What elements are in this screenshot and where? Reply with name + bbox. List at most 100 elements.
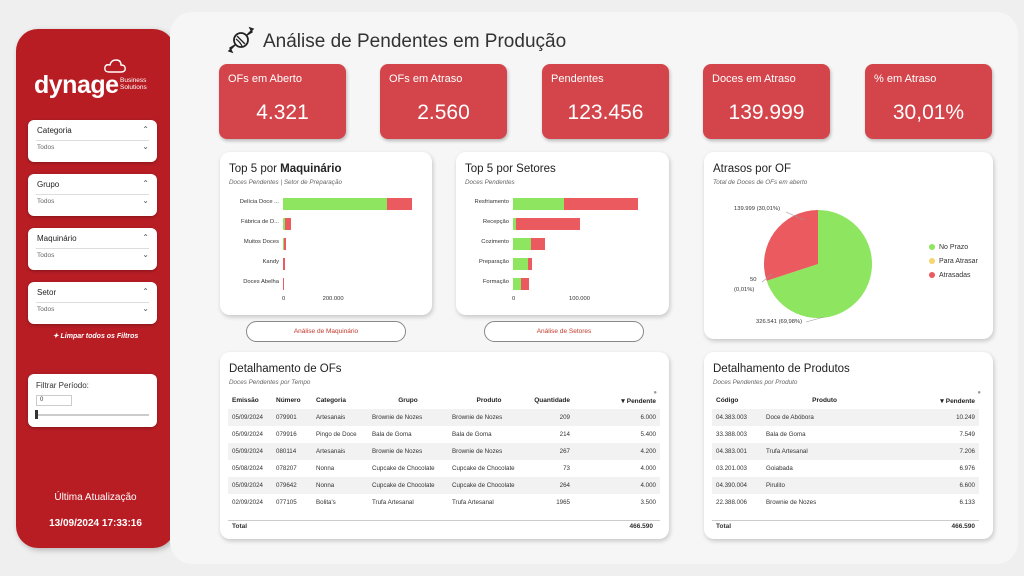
bar-late[interactable]: [285, 218, 292, 230]
table-row[interactable]: 04.383.001 Trufa Artesanal 7.206: [712, 443, 979, 460]
bar-late[interactable]: [564, 198, 639, 210]
table-cell: Bala de Goma: [452, 431, 492, 438]
total-value: 466.590: [629, 523, 654, 530]
atrasos-card: Atrasos por OF Total de Doces de OFs em …: [704, 152, 993, 339]
brand-name: dynage: [34, 71, 119, 99]
more-options-icon[interactable]: ●: [653, 390, 657, 396]
table-cell: Brownie de Nozes: [452, 448, 503, 455]
card-subtitle: Doces Pendentes por Produto: [713, 379, 798, 386]
column-header[interactable]: Número: [276, 397, 301, 404]
table-row[interactable]: 02/09/2024 077105 Bolita's Trufa Artesanal T…: [228, 494, 660, 511]
table-row[interactable]: 05/08/2024 078207 Nonna Cupcake de Chocolat…: [228, 460, 660, 477]
bar-on-time[interactable]: [513, 238, 531, 250]
sort-desc-icon[interactable]: ▾: [621, 397, 627, 405]
chevron-down-icon[interactable]: ⌄: [142, 196, 149, 205]
card-title: Top 5 por Setores: [465, 163, 556, 175]
filter-grupo[interactable]: Grupo ⌃ Todos ⌄: [28, 174, 157, 216]
ofs-table: Emissão Número Categoria Grupo Produto Quanti…: [228, 392, 660, 511]
bar-on-time[interactable]: [283, 218, 286, 230]
period-filter: Filtrar Período: 0: [28, 374, 157, 427]
bar-late[interactable]: [386, 198, 412, 210]
chevron-up-icon[interactable]: ⌃: [142, 233, 149, 242]
sort-desc-icon[interactable]: ▾: [940, 397, 946, 405]
table-row[interactable]: 22.388.006 Brownie de Nozes 6.133: [712, 494, 979, 511]
table-cell: Brownie de Nozes: [766, 499, 817, 506]
bar-late[interactable]: [530, 238, 545, 250]
table-row[interactable]: 05/09/2024 079642 Nonna Cupcake de Chocolat…: [228, 477, 660, 494]
column-header[interactable]: Quantidade: [534, 397, 570, 404]
kpi-ofs-aberto: OFs em Aberto 4.321: [219, 64, 346, 139]
table-row[interactable]: 04.390.004 Pirulito 6.600: [712, 477, 979, 494]
chevron-down-icon[interactable]: ⌄: [142, 250, 149, 259]
column-header[interactable]: ▾ Pendente: [621, 397, 656, 405]
more-options-icon[interactable]: ●: [977, 390, 981, 396]
bar-late[interactable]: [527, 258, 533, 270]
bar-on-time[interactable]: [513, 258, 528, 270]
filter-maquinario[interactable]: Maquinário ⌃ Todos ⌄: [28, 228, 157, 270]
column-header[interactable]: ▾ Pendente: [940, 397, 975, 405]
column-header[interactable]: Grupo: [398, 397, 418, 404]
filter-setor[interactable]: Setor ⌃ Todos ⌄: [28, 282, 157, 324]
chevron-up-icon[interactable]: ⌃: [142, 179, 149, 188]
filter-value: Todos: [37, 306, 55, 313]
filter-label: Setor: [37, 288, 57, 297]
maquinario-analysis-button[interactable]: Análise de Maquinário: [246, 321, 406, 342]
total-label: Total: [716, 523, 732, 530]
table-row[interactable]: 04.383.003 Doce de Abóbora 10.249: [712, 409, 979, 426]
bar-late[interactable]: [516, 218, 580, 230]
table-row[interactable]: 33.388.003 Bala de Goma 7.549: [712, 426, 979, 443]
bar-late[interactable]: [283, 258, 285, 270]
table-cell: Cupcake de Chocolate: [372, 465, 435, 472]
bar-on-time[interactable]: [513, 198, 564, 210]
bar-on-time[interactable]: [283, 198, 387, 210]
period-input[interactable]: 0: [36, 395, 72, 406]
column-header[interactable]: Emissão: [232, 397, 259, 404]
legend-dot: [929, 272, 935, 279]
bar-late[interactable]: [521, 278, 530, 290]
chevron-up-icon[interactable]: ⌃: [142, 287, 149, 296]
column-header[interactable]: Produto: [812, 397, 838, 404]
table-row[interactable]: 05/09/2024 079901 Artesanais Brownie de Noz…: [228, 409, 660, 426]
atrasos-pie-chart: [761, 210, 872, 323]
kpi-value: 2.560: [417, 101, 470, 124]
brand-logo: dynage Business Solutions: [34, 59, 164, 99]
table-cell: 078207: [276, 465, 297, 472]
chevron-down-icon[interactable]: ⌄: [142, 142, 149, 151]
filter-categoria[interactable]: Categoria ⌃ Todos ⌄: [28, 120, 157, 162]
table-row[interactable]: 03.201.003 Goiabada 6.976: [712, 460, 979, 477]
total-label: Total: [232, 523, 248, 530]
legend-item[interactable]: No Prazo: [929, 244, 968, 251]
column-header[interactable]: Código: [716, 397, 739, 404]
candy-icon: [227, 26, 255, 54]
table-cell: 1965: [556, 499, 570, 506]
period-slider-handle[interactable]: [35, 410, 38, 419]
table-cell: 7.549: [959, 431, 975, 438]
pie-slice-para-atrasar[interactable]: [766, 264, 818, 281]
table-cell: 10.249: [956, 414, 975, 421]
chevron-down-icon[interactable]: ⌄: [142, 304, 149, 313]
column-header[interactable]: Produto: [476, 397, 502, 404]
table-row[interactable]: 05/09/2024 079916 Pingo de Doce Bala de Gom…: [228, 426, 660, 443]
bar-late[interactable]: [283, 238, 287, 250]
setores-analysis-button[interactable]: Análise de Setores: [484, 321, 644, 342]
table-row[interactable]: 05/09/2024 080114 Artesanais Brownie de Noz…: [228, 443, 660, 460]
bar-late[interactable]: [283, 278, 285, 290]
table-cell: 079901: [276, 414, 297, 421]
period-slider-track[interactable]: [36, 414, 149, 416]
bar-category-label: Muitos Doces: [243, 239, 279, 245]
chevron-up-icon[interactable]: ⌃: [142, 125, 149, 134]
kpi-value: 139.999: [728, 101, 805, 124]
bar-on-time[interactable]: [513, 278, 522, 290]
pie-slice-atrasadas[interactable]: [764, 210, 818, 281]
legend-item[interactable]: Atrasadas: [929, 272, 971, 279]
legend-item[interactable]: Para Atrasar: [929, 258, 978, 265]
column-header[interactable]: Categoria: [316, 397, 346, 404]
clear-filters-button[interactable]: ✦ Limpar todos os Filtros: [52, 333, 139, 340]
bar-on-time[interactable]: [283, 238, 284, 250]
kpi-value: 4.321: [256, 101, 309, 124]
setores-card: Top 5 por Setores Doces Pendentes Resfri…: [456, 152, 669, 315]
table-cell: 05/09/2024: [232, 431, 263, 438]
pie-slice-no-prazo[interactable]: [766, 210, 872, 318]
table-cell: Bala de Goma: [766, 431, 806, 438]
bar-on-time[interactable]: [513, 218, 517, 230]
